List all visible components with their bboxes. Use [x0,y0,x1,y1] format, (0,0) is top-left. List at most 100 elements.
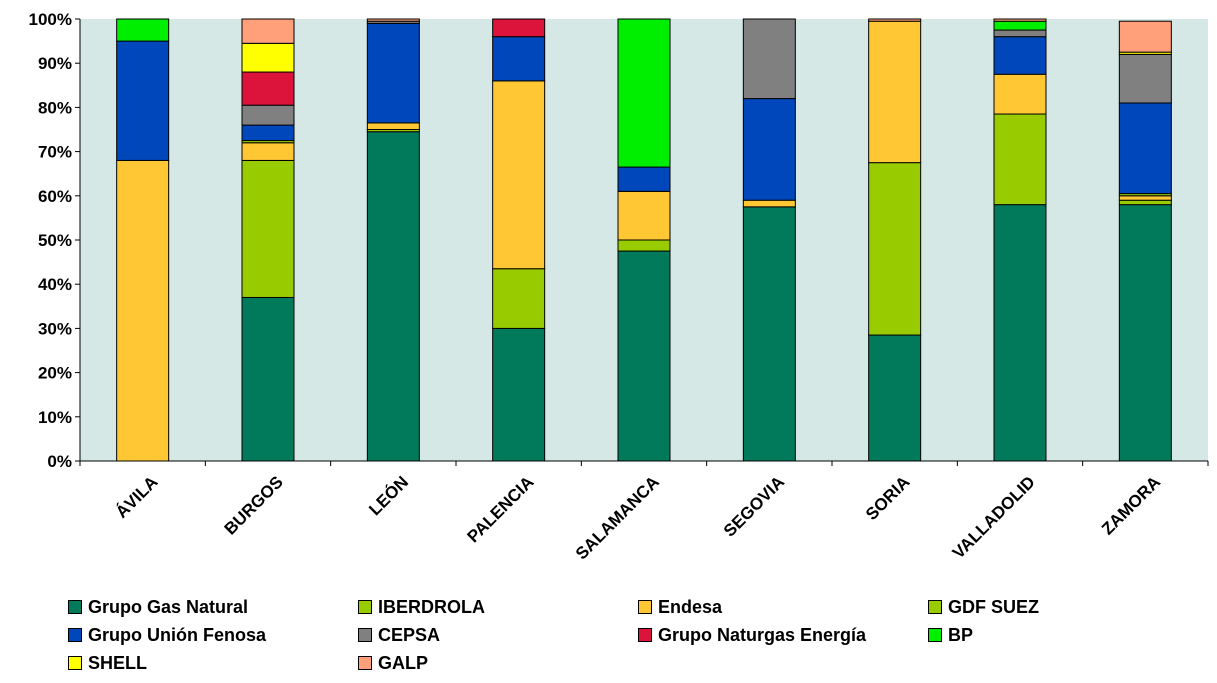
legend-swatch-4 [68,628,82,642]
bar-segment-1-6 [241,71,295,106]
legend-item-8: SHELL [68,650,358,676]
bar-segment-5-2 [742,199,796,208]
bar-segment-5-0 [742,206,796,462]
bar-segment-0-4 [116,40,170,161]
legend-item-4: Grupo Unión Fenosa [68,622,358,648]
bar-segment-3-2 [492,80,546,270]
x-tick-label-3: PALENCIA [464,472,538,546]
bar-segment-7-5 [993,29,1047,38]
x-axis-ticks: ÁVILA BURGOS LEÓN PALENCIA SALAMANCA SEGOVIA S… [79,461,1209,563]
bar-segment-0-7 [116,18,170,42]
legend-label-3: GDF SUEZ [948,596,1040,617]
bar-segment-1-5 [241,104,295,126]
legend-swatch-8 [68,656,82,670]
bar-segment-5-5 [742,18,796,100]
y-tick-label-9: 90% [38,54,72,73]
bar-segment-1-2 [241,142,295,161]
bar-segment-3-6 [492,18,546,38]
bar-segment-8-4 [1118,102,1172,195]
x-tick-label-0: ÁVILA [112,472,161,521]
bar-segment-4-1 [617,239,671,252]
bar-segment-2-2 [366,122,420,131]
bar-segment-3-0 [492,327,546,462]
legend-label-2: Endesa [658,596,723,617]
bar-segment-4-0 [617,250,671,462]
x-tick-label-1: BURGOS [221,472,287,538]
legend-item-0: Grupo Gas Natural [68,594,358,620]
legend: Grupo Gas Natural IBERDROLA Endesa GDF SUEZ… [68,594,1208,676]
y-axis-ticks: 0% 10% 20% 30% 40% 50% 60% 70% 80% 90% 100% [29,10,1208,471]
legend-item-5: CEPSA [358,622,638,648]
y-tick-label-2: 20% [38,364,72,383]
bar-segment-1-9 [241,18,295,44]
x-tick-label-7: VALLADOLID [949,472,1039,562]
y-tick-label-7: 70% [38,143,72,162]
y-tick-label-1: 10% [38,408,72,427]
legend-item-9: GALP [358,650,638,676]
legend-label-4: Grupo Unión Fenosa [88,624,266,645]
legend-label-0: Grupo Gas Natural [88,596,249,617]
legend-swatch-9 [358,656,372,670]
y-tick-label-10: 100% [29,10,72,29]
bar-segment-3-1 [492,268,546,329]
bar-segment-8-0 [1118,204,1172,462]
legend-item-6: Grupo Naturgas Energía [638,622,928,648]
legend-swatch-6 [638,628,652,642]
bar-segment-6-1 [868,162,922,336]
bar-segment-8-2 [1118,195,1172,201]
bar-segment-1-8 [241,42,295,73]
x-tick-label-5: SEGOVIA [720,472,788,540]
x-tick-label-6: SORIA [862,472,914,524]
legend-label-7: BP [948,624,974,645]
legend-swatch-0 [68,600,82,614]
x-tick-label-2: LEÓN [365,472,412,519]
legend-swatch-2 [638,600,652,614]
bar-segment-7-9 [993,18,1047,22]
bar-segment-7-2 [993,73,1047,115]
legend-item-2: Endesa [638,594,928,620]
bar-segment-1-1 [241,159,295,298]
y-tick-label-6: 60% [38,187,72,206]
bar-segment-4-2 [617,190,671,241]
y-tick-label-5: 50% [38,231,72,250]
legend-item-3: GDF SUEZ [928,594,1188,620]
legend-swatch-3 [928,600,942,614]
legend-item-7: BP [928,622,1188,648]
bar-segment-4-7 [617,18,671,168]
bar-segment-8-5 [1118,53,1172,104]
bar-segment-5-4 [742,98,796,201]
bar-segment-1-0 [241,296,295,462]
legend-swatch-7 [928,628,942,642]
bar-segment-7-4 [993,36,1047,75]
x-tick-label-8: ZAMORA [1098,472,1164,538]
x-tick-label-4: SALAMANCA [572,472,663,563]
bar-segment-8-1 [1118,199,1172,206]
legend-label-1: IBERDROLA [378,596,485,617]
bar-segment-0-2 [116,159,170,462]
y-tick-label-3: 30% [38,319,72,338]
legend-label-8: SHELL [88,652,148,673]
bar-segment-6-2 [868,20,922,164]
bar-segment-6-9 [868,18,922,22]
bar-segment-2-0 [366,131,420,462]
y-tick-label-8: 80% [38,98,72,117]
bar-segment-2-9 [366,18,420,22]
legend-swatch-1 [358,600,372,614]
y-tick-label-0: 0% [47,452,72,471]
legend-label-9: GALP [378,652,429,673]
y-tick-label-4: 40% [38,275,72,294]
bar-segment-7-0 [993,204,1047,462]
legend-swatch-5 [358,628,372,642]
legend-label-5: CEPSA [378,624,441,645]
legend-item-1: IBERDROLA [358,594,638,620]
bar-segment-3-4 [492,36,546,82]
bar-segment-7-7 [993,20,1047,31]
bar-segment-1-4 [241,124,295,142]
bar-segment-8-9 [1118,20,1172,53]
bar-segment-4-4 [617,166,671,192]
plot-area [80,18,1208,462]
legend-label-6: Grupo Naturgas Energía [658,624,867,645]
bar-segment-2-4 [366,22,420,124]
